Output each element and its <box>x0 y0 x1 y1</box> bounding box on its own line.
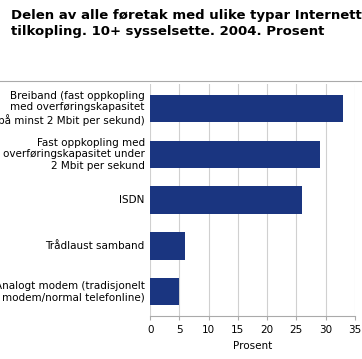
Bar <box>150 95 343 122</box>
Bar <box>150 278 180 306</box>
X-axis label: Prosent: Prosent <box>233 340 272 350</box>
Bar <box>150 141 320 168</box>
Text: Delen av alle føretak med ulike typar Internett-
tilkopling. 10+ sysselsette. 20: Delen av alle føretak med ulike typar In… <box>11 9 362 38</box>
Bar <box>150 186 302 214</box>
Bar <box>150 232 185 260</box>
